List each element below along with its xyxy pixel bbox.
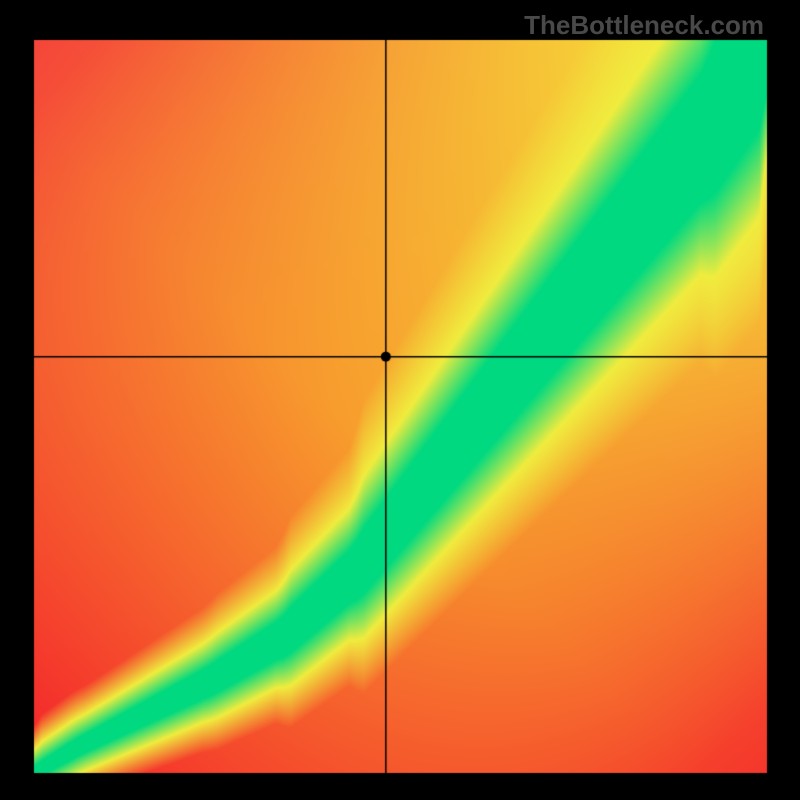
watermark-text: TheBottleneck.com <box>524 10 764 41</box>
bottleneck-heatmap <box>0 0 800 800</box>
